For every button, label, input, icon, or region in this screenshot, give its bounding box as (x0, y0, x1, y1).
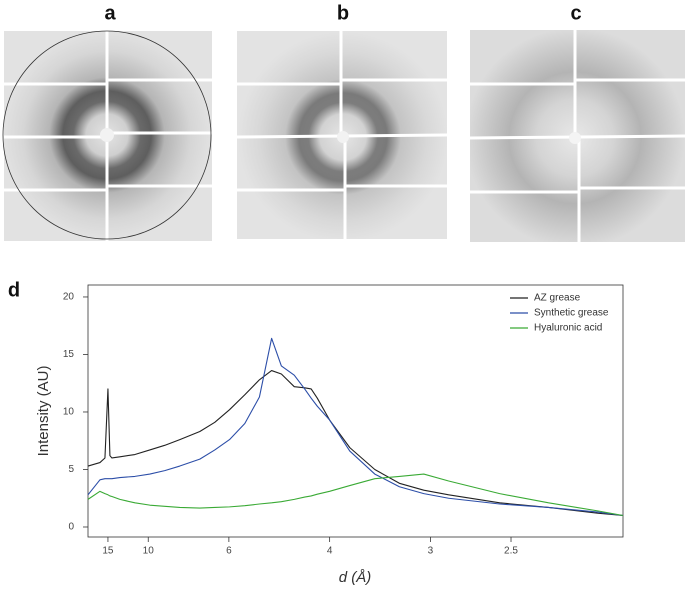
x-tick-label: 2.5 (504, 546, 518, 557)
y-tick-label: 15 (63, 349, 75, 360)
x-axis-title: d (Å) (339, 569, 372, 586)
plot-frame (87, 284, 624, 538)
legend-label: Hyaluronic acid (534, 323, 602, 334)
plot: 0 5 10 15 20 15 10 6 4 3 2.5 AZ grease Synthetic gre… (63, 292, 624, 557)
legend-label: AZ grease (534, 293, 581, 304)
panel-label: a (104, 2, 116, 24)
panel-label: b (337, 2, 349, 24)
y-tick-label: 0 (68, 522, 74, 533)
beam-stop (569, 132, 581, 144)
diffraction-image-c (469, 30, 685, 242)
legend-label: Synthetic grease (534, 308, 609, 319)
x-tick-label: 15 (102, 546, 114, 557)
module-gaps (4, 31, 212, 241)
x-tick-label: 3 (428, 546, 434, 557)
ring-outline (2, 30, 212, 240)
diffraction-image-b (236, 31, 448, 239)
y-tick-label: 10 (63, 407, 75, 418)
series-line (87, 337, 624, 517)
y-axis-title: Intensity (AU) (35, 366, 52, 457)
x-tick-label: 4 (327, 546, 333, 557)
y-tick-label: 5 (68, 464, 74, 475)
diffraction-image-a (2, 30, 212, 241)
series-line (87, 370, 624, 517)
beam-stop (337, 131, 349, 143)
panel-label: d (8, 279, 20, 301)
series-line (87, 473, 624, 517)
y-tick-label: 20 (63, 292, 75, 303)
x-tick-label: 6 (226, 546, 232, 557)
panel-label: c (570, 2, 581, 24)
beam-stop (100, 128, 114, 142)
x-tick-label: 10 (143, 546, 155, 557)
